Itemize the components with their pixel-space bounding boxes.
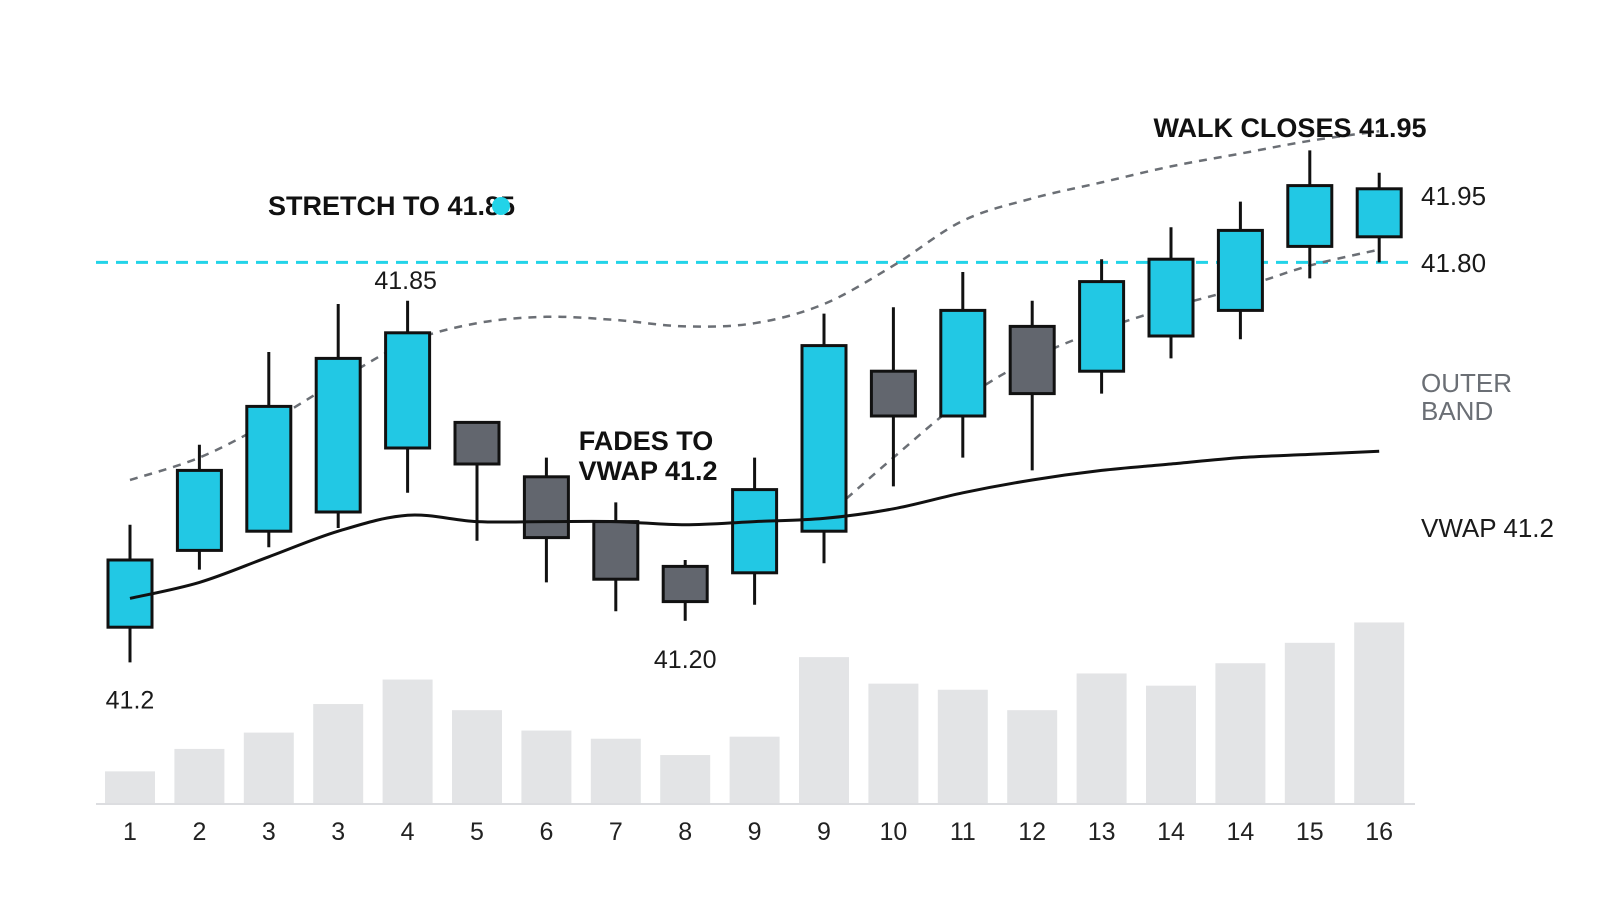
x-tick-label: 14 [1157, 818, 1185, 846]
outer-band-label-line1: OUTER [1421, 368, 1512, 398]
volume-bar [868, 683, 919, 804]
candle-body [175, 468, 223, 552]
candle [1216, 201, 1264, 340]
candle-body [384, 331, 432, 450]
x-tick-label: 3 [262, 818, 276, 846]
candle [384, 300, 432, 493]
x-tick-label: 9 [748, 818, 762, 846]
volume-bars [105, 622, 1405, 804]
candle-body [245, 404, 293, 533]
x-tick-label: 13 [1088, 818, 1116, 846]
candle-body [1286, 184, 1334, 248]
candle [800, 313, 848, 564]
candle [314, 304, 362, 528]
x-tick-label: 2 [192, 818, 206, 846]
candle [939, 272, 987, 458]
candles [106, 150, 1403, 663]
x-axis-ticks: 1 2 3 3 4 5 6 7 8 9 9 10 11 12 13 14 14 15 16 [123, 818, 1393, 846]
x-tick-label: 8 [678, 818, 692, 846]
x-tick-label: 3 [331, 818, 345, 846]
vwap-line [129, 449, 1380, 600]
fades-value-label: 41.20 [654, 646, 717, 674]
candle-body [1078, 280, 1126, 373]
x-tick-label: 14 [1226, 818, 1254, 846]
candle [522, 457, 570, 583]
x-tick-label: 7 [609, 818, 623, 846]
volume-bar [660, 755, 711, 804]
candle [175, 444, 223, 570]
x-tick-label: 4 [401, 818, 415, 846]
x-tick-label: 12 [1018, 818, 1046, 846]
volume-bar [1076, 673, 1127, 804]
candle-body [592, 520, 640, 581]
volume-bar [452, 710, 502, 804]
stretch-callout: STRETCH TO 41.85 [268, 191, 515, 221]
right-label-reference: 41.80 [1421, 248, 1486, 278]
right-label-upper: 41.95 [1421, 181, 1486, 211]
start-value-label: 41.2 [106, 686, 155, 714]
candle [1286, 150, 1334, 279]
stretch-marker-dot [492, 197, 510, 215]
volume-bar [729, 736, 780, 804]
volume-bar [243, 732, 294, 804]
stretch-value-label: 41.85 [374, 267, 437, 295]
candle-body [1355, 187, 1403, 239]
volume-bar [313, 704, 364, 804]
x-tick-label: 11 [950, 818, 976, 846]
volume-bar [1007, 710, 1058, 804]
candle [1008, 300, 1056, 471]
x-tick-label: 10 [879, 818, 907, 846]
volume-bar [799, 657, 849, 804]
volume-bar [1215, 663, 1266, 804]
outer-band-label-line2: BAND [1421, 396, 1493, 426]
candle-body [1147, 257, 1195, 338]
x-tick-label: 5 [470, 818, 484, 846]
candle [1078, 259, 1126, 394]
volume-bar [1146, 685, 1196, 804]
candle [1355, 172, 1403, 263]
candle [245, 352, 293, 548]
candle-body [106, 558, 154, 629]
candle-body [800, 344, 848, 533]
walk-callout: WALK CLOSES 41.95 [1153, 113, 1426, 143]
volume-bar [1284, 642, 1335, 804]
volume-bar [937, 689, 988, 804]
candle-body [869, 369, 917, 418]
candle-body [1216, 228, 1264, 312]
candle-body [314, 356, 362, 514]
volume-bar [521, 730, 572, 804]
x-tick-label: 9 [817, 818, 831, 846]
candle-body [661, 564, 709, 604]
volume-bar [174, 748, 225, 804]
candle [731, 457, 779, 605]
candle-body [1008, 324, 1056, 396]
x-tick-label: 1 [123, 818, 137, 846]
candle [106, 524, 154, 663]
vwap-label: VWAP 41.2 [1421, 513, 1554, 543]
fades-callout-line2: VWAP 41.2 [578, 456, 717, 486]
candle [592, 502, 640, 612]
x-tick-label: 15 [1296, 818, 1324, 846]
candle-body [522, 475, 570, 540]
candle-body [939, 308, 987, 418]
candle [869, 307, 917, 487]
candle-body [731, 488, 779, 575]
fades-callout-line1: FADES TO [579, 426, 714, 456]
candle [1147, 227, 1195, 359]
candle [661, 560, 709, 621]
volume-bar [590, 738, 641, 804]
volume-bar [1354, 622, 1405, 804]
volume-bar [382, 679, 433, 804]
candle-body [453, 420, 501, 466]
x-tick-label: 16 [1365, 818, 1393, 846]
volume-bar [105, 771, 155, 804]
x-tick-label: 6 [539, 818, 553, 846]
